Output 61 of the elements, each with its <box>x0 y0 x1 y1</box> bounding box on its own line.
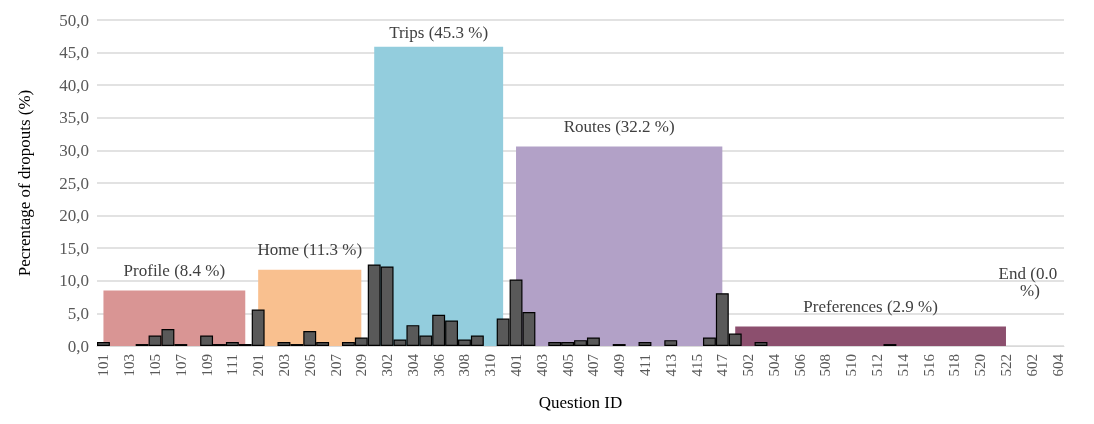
x-tick-label: 407 <box>585 353 602 377</box>
x-tick-label: 403 <box>533 354 550 377</box>
series-label: Profile (8.4 %) <box>123 261 226 281</box>
x-tick-label: 209 <box>353 354 370 377</box>
y-tick-label: 30,0 <box>59 140 89 160</box>
x-tick-label: 409 <box>611 354 628 377</box>
x-tick-label: 516 <box>920 353 937 377</box>
bar <box>638 342 652 346</box>
x-tick-label: 105 <box>147 354 164 377</box>
x-tick-label: 405 <box>559 354 576 377</box>
y-tick-label: 5,0 <box>67 303 89 323</box>
y-tick-label: 0,0 <box>67 336 89 356</box>
series-label: Trips (45.3 %) <box>389 22 489 42</box>
x-tick-label: 417 <box>714 353 731 377</box>
bar <box>754 342 768 346</box>
x-tick-label: 310 <box>482 354 499 377</box>
annotation: End (0.0 %) <box>998 264 1062 300</box>
x-tick-label: 304 <box>404 353 421 377</box>
y-tick-label: 50,0 <box>59 10 89 30</box>
x-tick-label: 109 <box>198 354 215 377</box>
series-label: Preferences (2.9 %) <box>803 296 938 316</box>
y-tick-label: 25,0 <box>59 173 89 193</box>
x-tick-label: 506 <box>791 353 808 377</box>
x-tick-label: 107 <box>172 353 189 377</box>
series-label: Routes (32.2 %) <box>563 116 675 136</box>
x-tick-label: 411 <box>636 354 653 376</box>
x-tick-label: 207 <box>327 353 344 377</box>
x-tick-label: 302 <box>379 354 396 377</box>
x-tick-label: 308 <box>456 354 473 377</box>
x-tick-label: 413 <box>662 354 679 377</box>
x-tick-label: 201 <box>250 354 267 377</box>
x-tick-label: 306 <box>430 353 447 377</box>
x-tick-label: 510 <box>843 354 860 377</box>
x-tick-label: 101 <box>95 354 112 377</box>
bar <box>97 342 110 346</box>
y-tick-label: 40,0 <box>59 75 89 95</box>
y-axis-title: Pecrentage of dropouts (%) <box>15 89 34 277</box>
series-label: Home (11.3 %) <box>257 240 363 260</box>
y-tick-label: 20,0 <box>59 206 89 226</box>
x-tick-label: 512 <box>869 354 886 377</box>
bar <box>664 340 678 346</box>
y-tick-label: 45,0 <box>59 43 89 63</box>
x-tick-label: 111 <box>224 354 241 376</box>
y-tick-label: 35,0 <box>59 108 89 128</box>
x-tick-label: 203 <box>275 354 292 377</box>
x-tick-label: 604 <box>1049 353 1066 377</box>
x-tick-label: 415 <box>688 354 705 377</box>
x-tick-label: 518 <box>946 354 963 377</box>
x-tick-label: 514 <box>894 353 911 377</box>
x-tick-label: 502 <box>740 354 757 377</box>
x-tick-label: 504 <box>765 353 782 377</box>
x-tick-label: 103 <box>121 354 138 377</box>
x-tick-label: 522 <box>997 354 1014 377</box>
x-tick-label: 401 <box>508 354 525 377</box>
x-tick-label: 205 <box>301 354 318 377</box>
x-axis-title: Question ID <box>538 393 623 412</box>
y-tick-label: 10,0 <box>59 271 89 291</box>
x-tick-label: 520 <box>972 354 989 377</box>
x-tick-label: 602 <box>1023 354 1040 377</box>
y-tick-label: 15,0 <box>59 238 89 258</box>
x-tick-label: 508 <box>817 354 834 377</box>
